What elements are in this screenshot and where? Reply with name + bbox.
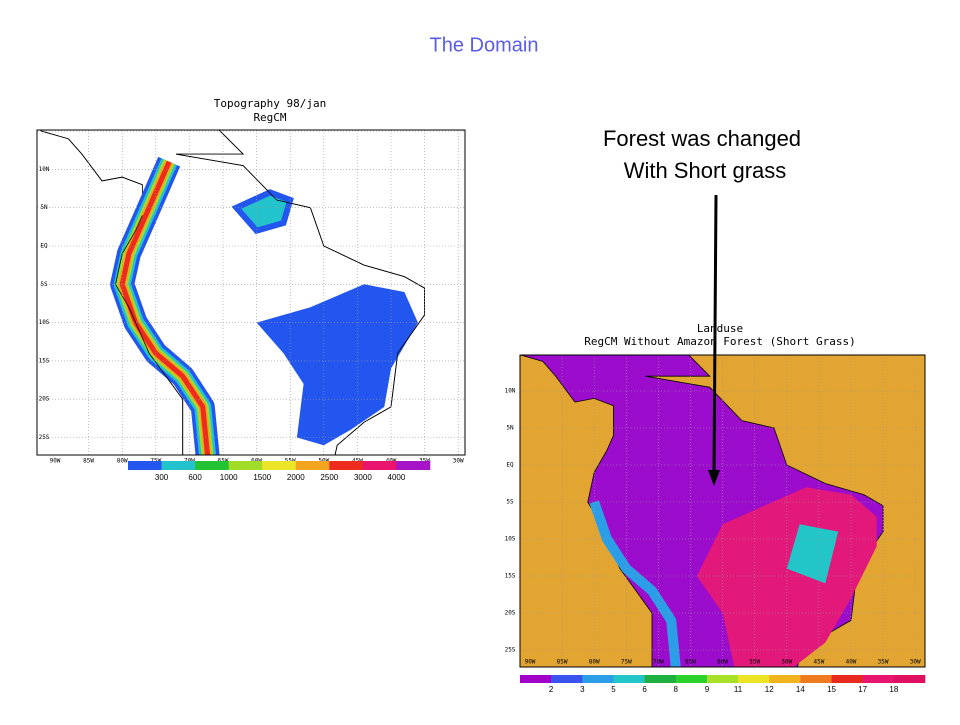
lon-label: 85W bbox=[83, 458, 94, 465]
lon-label: 60W bbox=[717, 659, 728, 666]
lon-label: 30W bbox=[453, 458, 464, 465]
colorbar-swatch bbox=[295, 461, 330, 470]
colorbar-label: 2500 bbox=[320, 473, 338, 482]
lat-label: 25S bbox=[39, 434, 50, 441]
colorbar-label: 9 bbox=[705, 685, 710, 694]
lat-label: 5S bbox=[506, 499, 514, 506]
annotation: With Short grass bbox=[624, 158, 787, 183]
colorbar-label: 18 bbox=[889, 685, 898, 694]
annotation: Forest was changed bbox=[603, 126, 801, 151]
lat-label: 5N bbox=[506, 425, 514, 432]
map-topography bbox=[37, 130, 465, 455]
highland bbox=[256, 284, 418, 446]
lon-label: 85W bbox=[557, 659, 568, 666]
colorbar-swatch bbox=[128, 461, 162, 470]
lat-label: 25S bbox=[505, 647, 516, 654]
colorbar-label: 14 bbox=[796, 685, 805, 694]
colorbar-swatch bbox=[706, 675, 739, 683]
lat-label: 5S bbox=[40, 281, 48, 288]
arrow-head bbox=[708, 470, 720, 486]
colorbar-swatch bbox=[262, 461, 297, 470]
colorbar-swatch bbox=[831, 675, 863, 683]
colorbar-label: 5 bbox=[611, 685, 616, 694]
arrow bbox=[712, 194, 718, 473]
colorbar-swatch bbox=[362, 461, 397, 470]
overlay bbox=[708, 194, 720, 486]
map-landuse bbox=[520, 355, 925, 667]
lat-label: EQ bbox=[40, 243, 48, 250]
lat-label: EQ bbox=[506, 462, 514, 469]
map-title: RegCM Without Amazon Forest (Short Grass… bbox=[584, 335, 856, 348]
colorbar-label: 3 bbox=[580, 685, 585, 694]
lat-label: 10S bbox=[39, 319, 50, 326]
colorbar-swatch bbox=[769, 675, 801, 683]
colorbar-label: 1500 bbox=[253, 473, 271, 482]
colorbar-swatch bbox=[738, 675, 770, 683]
colorbar-swatch bbox=[893, 675, 926, 683]
colorbar-swatch bbox=[862, 675, 895, 683]
lat-label: 10N bbox=[505, 388, 516, 395]
colorbar-swatch bbox=[329, 461, 364, 470]
colorbar-label: 8 bbox=[674, 685, 679, 694]
lon-label: 90W bbox=[50, 458, 61, 465]
colorbar-label: 2000 bbox=[287, 473, 305, 482]
colorbar-label: 3000 bbox=[354, 473, 372, 482]
colorbar-swatch bbox=[195, 461, 229, 470]
border bbox=[39, 130, 426, 455]
colorbar-swatch bbox=[675, 675, 708, 683]
colorbar-label: 15 bbox=[827, 685, 836, 694]
colorbar-swatch bbox=[582, 675, 614, 683]
colorbar-swatch bbox=[644, 675, 677, 683]
lat-label: 20S bbox=[505, 610, 516, 617]
lat-label: 10S bbox=[505, 536, 516, 543]
colorbar-swatch bbox=[396, 461, 431, 470]
lat-label: 15S bbox=[39, 357, 50, 364]
lon-label: 50W bbox=[781, 659, 792, 666]
colorbar-label: 6 bbox=[642, 685, 647, 694]
colorbar-swatch bbox=[800, 675, 832, 683]
lat-label: 15S bbox=[505, 573, 516, 580]
map-title: Topography 98/jan bbox=[214, 97, 327, 110]
lon-label: 70W bbox=[653, 659, 664, 666]
map-frame bbox=[519, 354, 926, 668]
lon-label: 75W bbox=[621, 659, 632, 666]
lon-label: 65W bbox=[685, 659, 696, 666]
lon-label: 30W bbox=[910, 659, 921, 666]
colorbar-label: 17 bbox=[858, 685, 867, 694]
colorbar-label: 4000 bbox=[388, 473, 406, 482]
colorbar-label: 300 bbox=[155, 473, 169, 482]
colorbar-label: 12 bbox=[765, 685, 774, 694]
colorbar-swatch bbox=[161, 461, 196, 470]
lat-label: 20S bbox=[39, 396, 50, 403]
landuse-region bbox=[589, 500, 681, 667]
lon-label: 55W bbox=[749, 659, 760, 666]
map-title: RegCM bbox=[253, 111, 286, 124]
colorbar-swatch bbox=[520, 675, 552, 683]
lon-label: 80W bbox=[589, 659, 600, 666]
colorbar-swatch bbox=[613, 675, 645, 683]
lon-label: 35W bbox=[878, 659, 889, 666]
lon-label: 40W bbox=[846, 659, 857, 666]
colorbar-swatch bbox=[228, 461, 263, 470]
colorbar-swatch bbox=[551, 675, 583, 683]
colorbar-label: 1000 bbox=[220, 473, 238, 482]
map-title: Landuse bbox=[697, 322, 743, 335]
lat-label: 10N bbox=[39, 166, 50, 173]
colorbar-label: 2 bbox=[549, 685, 554, 694]
map-frame bbox=[36, 129, 466, 456]
lon-label: 80W bbox=[117, 458, 128, 465]
slide-title: The Domain bbox=[430, 34, 539, 56]
highland bbox=[231, 189, 294, 235]
lon-label: 90W bbox=[525, 659, 536, 666]
andes bbox=[119, 160, 211, 455]
colorbar-label: 600 bbox=[188, 473, 202, 482]
colorbar-label: 11 bbox=[734, 685, 743, 694]
lat-label: 5N bbox=[40, 204, 48, 211]
lon-label: 45W bbox=[813, 659, 824, 666]
